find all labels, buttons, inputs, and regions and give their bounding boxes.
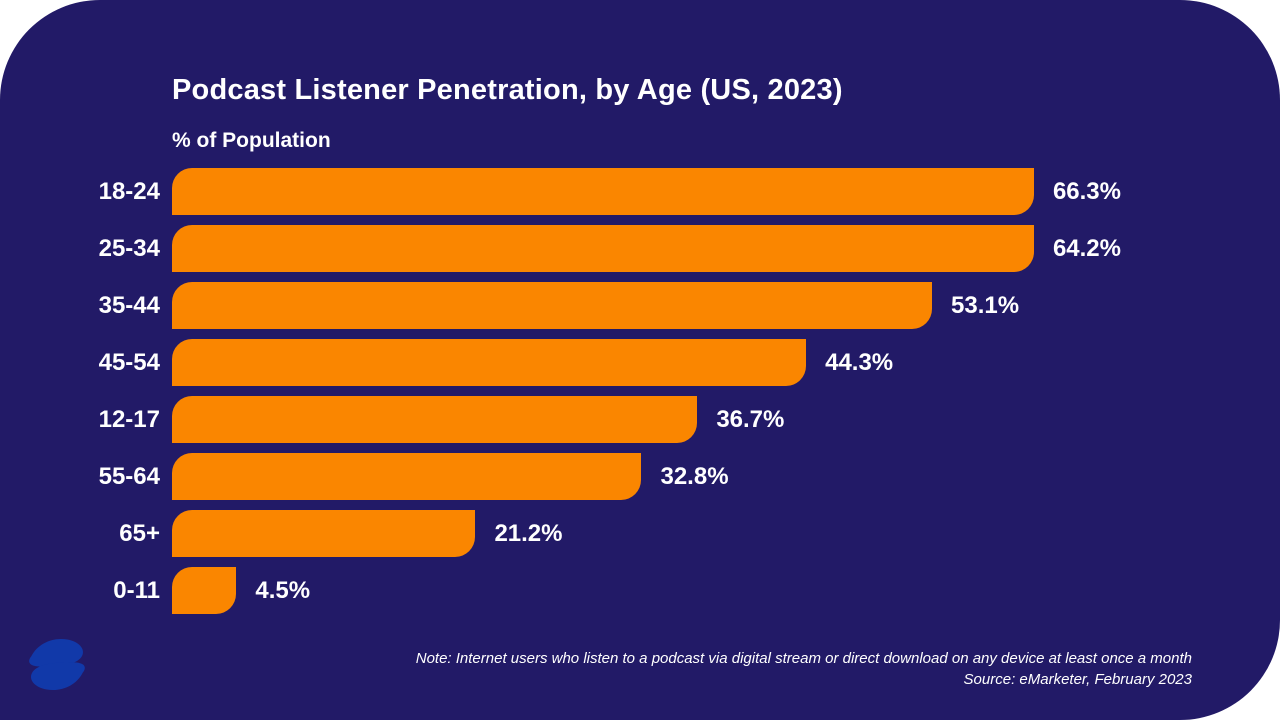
bar-track: 44.3% bbox=[172, 339, 1121, 386]
bar-track: 66.3% bbox=[172, 168, 1121, 215]
bar-row: 12-17 36.7% bbox=[0, 396, 1280, 443]
value-label: 44.3% bbox=[825, 348, 894, 376]
bar-track: 21.2% bbox=[172, 510, 1121, 557]
value-label: 53.1% bbox=[951, 291, 1020, 319]
bar bbox=[172, 567, 237, 614]
bar bbox=[172, 225, 1034, 272]
bar bbox=[172, 453, 642, 500]
bar-chart: 18-24 66.3% 25-34 64.2% 35-44 53.1% 45-54 44.3%… bbox=[0, 168, 1280, 624]
note-line-2: Source: eMarketer, February 2023 bbox=[963, 671, 1192, 688]
bar-row: 35-44 53.1% bbox=[0, 282, 1280, 329]
chart-title: Podcast Listener Penetration, by Age (US… bbox=[172, 74, 843, 106]
category-label: 25-34 bbox=[98, 234, 160, 262]
footer-notes: Note: Internet users who listen to a pod… bbox=[416, 648, 1192, 690]
bar-row: 45-54 44.3% bbox=[0, 339, 1280, 386]
value-label: 21.2% bbox=[494, 519, 563, 547]
x-axis-label: % of Population bbox=[172, 129, 331, 152]
bar bbox=[172, 510, 476, 557]
category-label: 45-54 bbox=[98, 348, 160, 376]
category-label: 55-64 bbox=[98, 462, 160, 490]
s-glyph bbox=[29, 638, 85, 691]
statista-logo-icon bbox=[29, 638, 85, 691]
bar-track: 32.8% bbox=[172, 453, 1121, 500]
value-label: 4.5% bbox=[255, 576, 311, 604]
value-label: 64.2% bbox=[1052, 234, 1121, 262]
note-line-1: Note: Internet users who listen to a pod… bbox=[415, 650, 1192, 667]
bar-track: 36.7% bbox=[172, 396, 1121, 443]
bar-row: 55-64 32.8% bbox=[0, 453, 1280, 500]
bar-row: 65+ 21.2% bbox=[0, 510, 1280, 557]
category-label: 12-17 bbox=[98, 405, 160, 433]
category-label: 18-24 bbox=[98, 177, 160, 205]
bar bbox=[172, 168, 1034, 215]
bar-track: 64.2% bbox=[172, 225, 1121, 272]
value-label: 66.3% bbox=[1052, 177, 1121, 205]
bar-track: 4.5% bbox=[172, 567, 1121, 614]
category-label: 0-11 bbox=[113, 576, 160, 604]
category-label: 35-44 bbox=[98, 291, 160, 319]
value-label: 36.7% bbox=[716, 405, 785, 433]
bar bbox=[172, 396, 698, 443]
bar-track: 53.1% bbox=[172, 282, 1121, 329]
bar bbox=[172, 339, 807, 386]
bar-row: 18-24 66.3% bbox=[0, 168, 1280, 215]
bar-row: 25-34 64.2% bbox=[0, 225, 1280, 272]
category-label: 65+ bbox=[119, 519, 160, 547]
bar bbox=[172, 282, 933, 329]
bar-row: 0-11 4.5% bbox=[0, 567, 1280, 614]
value-label: 32.8% bbox=[660, 462, 729, 490]
